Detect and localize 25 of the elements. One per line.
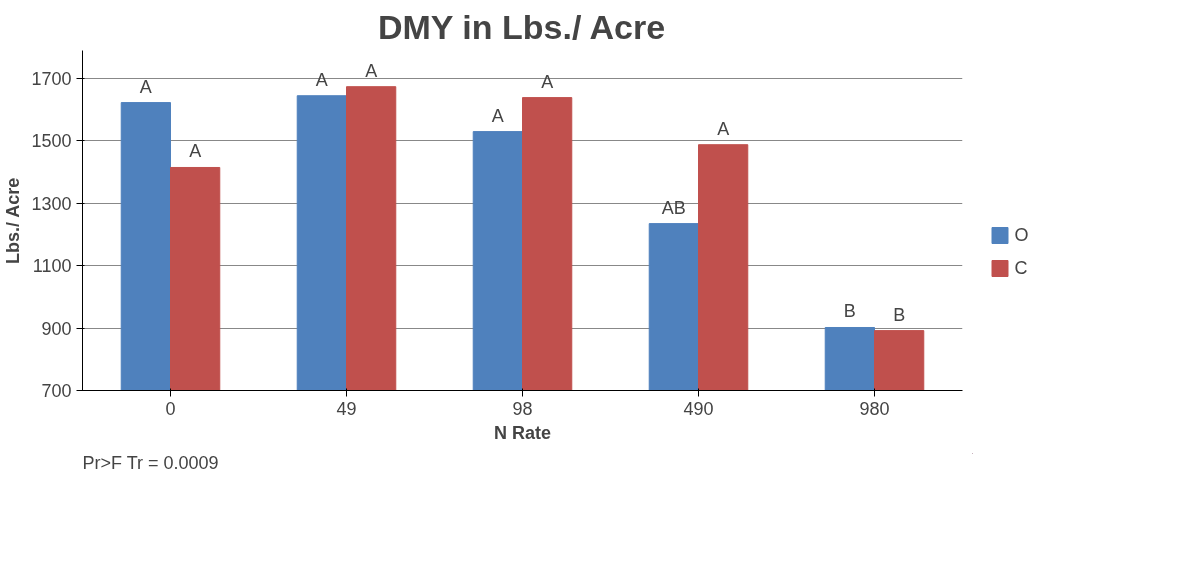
y-tick-label: 1100 <box>32 256 72 277</box>
y-tick-label: 1300 <box>31 193 72 214</box>
y-axis-title: Lbs./ Acre <box>3 177 24 265</box>
data-label: B <box>893 304 906 325</box>
data-label: A <box>491 105 504 126</box>
text: Pr>F Tr = 0.0009 <box>82 452 219 473</box>
y-tick-label: 1700 <box>31 69 72 90</box>
x-tick-label: 49 <box>336 398 357 419</box>
data-label: A <box>189 141 202 162</box>
y-tick-label: 900 <box>41 318 72 339</box>
x-tick-label: 98 <box>512 398 533 419</box>
chart-title: DMY in Lbs./ Acre <box>377 7 666 46</box>
x-tick-label: 0 <box>165 398 176 419</box>
y-tick-label: 700 <box>41 381 72 401</box>
legend-label: O <box>1014 224 1030 246</box>
x-tick-label: 980 <box>859 398 890 419</box>
data-label: AB <box>661 197 686 218</box>
data-label: A <box>365 60 378 81</box>
data-label: A <box>717 118 730 139</box>
x-tick-label: 490 <box>683 398 714 419</box>
legend-label: C <box>1014 257 1029 279</box>
x-axis-title: N Rate <box>493 422 552 443</box>
data-label: A <box>139 76 152 97</box>
data-label: B <box>843 301 856 322</box>
y-tick-label: 1500 <box>31 131 72 152</box>
